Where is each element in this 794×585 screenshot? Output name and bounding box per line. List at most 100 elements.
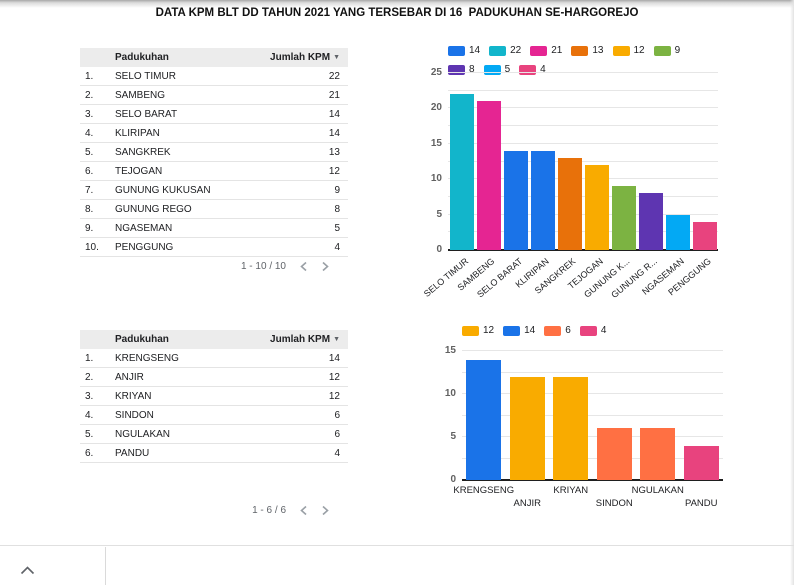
bar-ngulakan[interactable] [640, 428, 676, 480]
chevron-right-icon [322, 505, 329, 516]
legend-item[interactable]: 4 [519, 64, 546, 75]
legend-item[interactable]: 14 [503, 325, 535, 336]
padukuhan-cell: KRIYAN [115, 390, 152, 402]
y-tick-label: 15 [444, 345, 456, 356]
legend-swatch [448, 45, 465, 56]
x-tick-label: ANJIR [513, 498, 541, 509]
y-tick-label: 0 [436, 244, 442, 255]
bar-penggung[interactable] [692, 221, 717, 250]
chevron-left-icon [300, 261, 307, 272]
expand-panel-button[interactable] [20, 563, 35, 578]
legend-item[interactable]: 5 [483, 64, 510, 75]
table-row: 5. NGULAKAN 6 [80, 425, 348, 444]
legend-item[interactable]: 12 [462, 325, 494, 336]
legend-label: 22 [510, 45, 522, 56]
pagination-prev-button[interactable] [299, 261, 308, 272]
table-body: 1. KRENGSENG 14 2. ANJIR 12 3. KRIYAN 12 4. SINDON… [80, 349, 348, 463]
padukuhan-cell: SAMBENG [115, 89, 166, 101]
legend-swatch [489, 45, 507, 56]
legend-label: 8 [469, 64, 475, 75]
padukuhan-cell: SINDON [115, 409, 154, 421]
gridline [448, 178, 718, 180]
table-pagination: 1 - 6 / 6 [252, 505, 330, 516]
bar-selo-barat[interactable] [503, 150, 528, 250]
table-header-row: Padukuhan Jumlah KPM ▼ [80, 48, 348, 67]
bar-sangkrek[interactable] [557, 157, 582, 250]
x-tick-label: KRENGSENG [453, 485, 515, 496]
column-header-jumlah-kpm[interactable]: Jumlah KPM ▼ [268, 52, 348, 63]
gridline [462, 414, 723, 416]
legend-swatch [653, 45, 671, 56]
gridline [448, 107, 718, 109]
bar-kliripan[interactable] [530, 150, 555, 250]
metric-header-label: Jumlah KPM [270, 334, 331, 345]
padukuhan-cell: ANJIR [115, 371, 144, 383]
legend-swatch [530, 45, 548, 56]
kpm-table-bottom: Padukuhan Jumlah KPM ▼ 1. KRENGSENG 14 2. ANJ… [80, 330, 348, 518]
legend-swatch [571, 45, 589, 56]
bar-gunung-rego[interactable] [638, 193, 663, 250]
x-axis-line [448, 249, 718, 251]
column-header-padukuhan[interactable]: Padukuhan [115, 334, 169, 345]
chevron-right-icon [322, 261, 329, 272]
footer-section-divider [105, 547, 106, 585]
chart-legend: 14 22 21 13 12 9 8 5 4 [448, 45, 788, 75]
chevron-left-icon [300, 505, 307, 516]
table-row: 3. SELO BARAT 14 [80, 105, 348, 124]
bar-kriyan[interactable] [553, 376, 589, 480]
legend-item[interactable]: 22 [489, 45, 521, 56]
jumlah-kpm-cell: 22 [328, 70, 340, 82]
y-tick-label: 5 [436, 208, 442, 220]
table-row: 10. PENGGUNG 4 [80, 238, 348, 257]
footer-divider [0, 545, 794, 546]
jumlah-kpm-cell: 14 [328, 108, 340, 120]
padukuhan-cell: KRENGSENG [115, 352, 179, 364]
pagination-prev-button[interactable] [299, 505, 308, 516]
pagination-next-button[interactable] [321, 505, 330, 516]
y-tick-label: 0 [450, 474, 456, 485]
row-number: 1. [85, 352, 94, 364]
legend-item[interactable]: 13 [571, 45, 604, 56]
legend-item[interactable]: 6 [544, 325, 571, 336]
legend-label: 12 [483, 325, 495, 336]
gridline [462, 436, 723, 437]
legend-item[interactable]: 9 [653, 45, 680, 56]
bar-chart-top: 14 22 21 13 12 9 8 5 4 0 5 10 15 20 25 SELO TIMUR SAMBEN… [400, 40, 792, 300]
gridline [462, 457, 723, 459]
legend-item[interactable]: 21 [530, 45, 562, 56]
legend-item[interactable]: 14 [448, 45, 480, 56]
jumlah-kpm-cell: 4 [334, 447, 340, 459]
bar-krengseng[interactable] [466, 359, 502, 480]
legend-item[interactable]: 4 [579, 325, 606, 336]
bar-anjir[interactable] [509, 376, 545, 480]
bar-sindon[interactable] [596, 428, 632, 480]
column-header-jumlah-kpm[interactable]: Jumlah KPM ▼ [268, 334, 348, 345]
sort-desc-icon: ▼ [333, 54, 340, 61]
bar-pandu[interactable] [683, 445, 719, 480]
legend-label: 6 [565, 325, 571, 336]
column-header-padukuhan[interactable]: Padukuhan [115, 52, 169, 63]
gridline [448, 89, 718, 91]
bar-ngaseman[interactable] [665, 214, 690, 250]
jumlah-kpm-cell: 8 [334, 203, 340, 215]
jumlah-kpm-cell: 6 [334, 409, 340, 421]
bar-selo-timur[interactable] [449, 94, 474, 250]
jumlah-kpm-cell: 14 [328, 127, 340, 139]
table-row: 9. NGASEMAN 5 [80, 219, 348, 238]
legend-swatch [579, 325, 597, 336]
legend-item[interactable]: 8 [448, 64, 475, 75]
bar-sambeng[interactable] [476, 101, 501, 250]
row-number: 4. [85, 409, 94, 421]
jumlah-kpm-cell: 14 [328, 352, 340, 364]
bar-gunung-kukusan[interactable] [611, 186, 636, 250]
padukuhan-cell: NGASEMAN [115, 222, 173, 234]
gridline [448, 195, 718, 197]
row-number: 3. [85, 108, 94, 120]
pagination-next-button[interactable] [321, 261, 330, 272]
y-tick-label: 10 [444, 388, 456, 399]
legend-swatch [544, 325, 562, 336]
table-row: 1. KRENGSENG 14 [80, 349, 348, 368]
plot-area [462, 350, 723, 481]
legend-item[interactable]: 12 [612, 45, 645, 56]
bar-tejogan[interactable] [584, 165, 609, 250]
